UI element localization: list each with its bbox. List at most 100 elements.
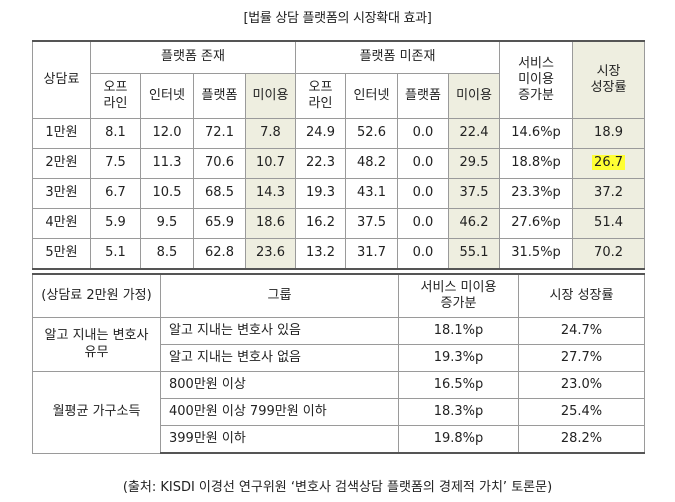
- table-cell: 62.8: [193, 238, 246, 270]
- table-cell: 5.1: [90, 238, 141, 270]
- header-nonuse-increase: 서비스 미이용 증가분: [398, 273, 519, 318]
- table-cell: 51.4: [572, 208, 646, 239]
- highlighted-cell: 26.7: [572, 148, 646, 179]
- category-household-income: 월평균 가구소득: [32, 371, 161, 454]
- table-row: 알고 지내는 변호사 유무 알고 지내는 변호사 있음 18.1%p 24.7%: [32, 317, 645, 372]
- table-cell: 0.0: [397, 178, 449, 209]
- subheader-cell: 인터넷: [140, 73, 194, 119]
- group-label: 알고 지내는 변호사 없음: [160, 344, 399, 372]
- subheader-cell: 오프 라인: [90, 73, 141, 119]
- table-cell: 3만원: [32, 178, 91, 209]
- table-cell: 10.5: [140, 178, 194, 209]
- table-cell: 68.5: [193, 178, 246, 209]
- table-cell: 24.7%: [518, 317, 645, 345]
- page-title: [법률 상담 플랫폼의 시장확대 효과]: [243, 11, 432, 26]
- table-cell: 27.7%: [518, 344, 645, 372]
- table-cell: 16.5%p: [398, 371, 519, 399]
- group-label: 399만원 이하: [160, 425, 399, 454]
- group-label: 알고 지내는 변호사 있음: [160, 317, 399, 345]
- table-cell: 18.8%p: [499, 148, 574, 179]
- table-cell: 4만원: [32, 208, 91, 239]
- table-cell: 23.0%: [518, 371, 645, 399]
- group-comparison-table: (상담료 2만원 가정) 그룹 서비스 미이용 증가분 시장 성장률 알고 지내…: [32, 273, 645, 454]
- table-cell: 28.2%: [518, 425, 645, 454]
- table-cell: 8.5: [140, 238, 194, 270]
- table-cell: 37.5: [345, 208, 398, 239]
- table-cell: 31.5%p: [499, 238, 574, 270]
- table-cell: 19.3%p: [398, 344, 519, 372]
- table-cell: 12.0: [140, 118, 194, 149]
- header-platform-exist: 플랫폼 존재: [90, 40, 296, 74]
- table-cell: 23.3%p: [499, 178, 574, 209]
- table-cell: 13.2: [295, 238, 346, 270]
- subheader-cell: 플랫폼: [193, 73, 246, 119]
- table-row: 3만원 6.7 10.5 68.5 14.3 19.3 43.1 0.0 37.…: [32, 178, 646, 209]
- subheader-cell: 미이용: [245, 73, 296, 119]
- table-cell: 55.1: [447, 238, 501, 270]
- table-cell: 24.9: [295, 118, 346, 149]
- group-label: 400만원 이상 799만원 이하: [160, 398, 399, 426]
- table-cell: 25.4%: [518, 398, 645, 426]
- table-row: 399만원 이하 19.8%p 28.2%: [33, 425, 645, 454]
- source-note: (출처: KISDI 이경선 연구위원 ‘변호사 검색상담 플랫폼의 경제적 가…: [122, 480, 553, 495]
- group-label: 800만원 이상: [160, 371, 399, 399]
- header-fee: 상담료: [32, 40, 91, 119]
- table-cell: 37.5: [447, 178, 501, 209]
- table-cell: 43.1: [345, 178, 398, 209]
- table-cell: 31.7: [345, 238, 398, 270]
- table-cell: 22.4: [447, 118, 501, 149]
- table-cell: 2만원: [32, 148, 91, 179]
- table-cell: 16.2: [295, 208, 346, 239]
- table-cell: 9.5: [140, 208, 194, 239]
- table-cell: 18.3%p: [398, 398, 519, 426]
- table-cell: 29.5: [447, 148, 501, 179]
- table-cell: 0.0: [397, 148, 449, 179]
- header-market-growth: 시장 성장률: [572, 40, 646, 119]
- table-cell: 19.3: [295, 178, 346, 209]
- table-cell: 72.1: [193, 118, 246, 149]
- subheader-cell: 미이용: [447, 73, 501, 119]
- header-platform-nonexist: 플랫폼 미존재: [294, 40, 501, 74]
- table-cell: 0.0: [397, 238, 449, 270]
- table-row: 2만원 7.5 11.3 70.6 10.7 22.3 48.2 0.0 29.…: [32, 148, 646, 179]
- table-cell: 14.3: [245, 178, 296, 209]
- table-cell: 5만원: [32, 238, 91, 270]
- table-cell: 18.9: [572, 118, 646, 149]
- table-cell: 52.6: [345, 118, 398, 149]
- table-cell: 23.6: [245, 238, 296, 270]
- table-cell: 70.6: [193, 148, 246, 179]
- header-market-growth: 시장 성장률: [518, 273, 645, 318]
- header-group: 그룹: [160, 273, 399, 318]
- table-cell: 18.1%p: [398, 317, 519, 345]
- subheader-cell: 인터넷: [345, 73, 398, 119]
- table-cell: 8.1: [90, 118, 141, 149]
- category-known-lawyer: 알고 지내는 변호사 유무: [32, 317, 161, 372]
- table-cell: 5.9: [90, 208, 141, 239]
- table-cell: 48.2: [345, 148, 398, 179]
- table-cell: 46.2: [447, 208, 501, 239]
- table-cell: 18.6: [245, 208, 296, 239]
- table-row: 알고 지내는 변호사 없음 19.3%p 27.7%: [33, 344, 645, 372]
- table-cell: 7.5: [90, 148, 141, 179]
- table-cell: 70.2: [572, 238, 646, 270]
- table-cell: 0.0: [397, 118, 449, 149]
- table-row: 4만원 5.9 9.5 65.9 18.6 16.2 37.5 0.0 46.2…: [32, 208, 646, 239]
- table-row: 5만원 5.1 8.5 62.8 23.6 13.2 31.7 0.0 55.1…: [32, 238, 646, 270]
- table-cell: 27.6%p: [499, 208, 574, 239]
- market-expansion-table: 상담료 플랫폼 존재 플랫폼 미존재 서비스 미이용 증가분 시장 성장률 오프…: [32, 40, 646, 270]
- header-condition: (상담료 2만원 가정): [32, 273, 161, 318]
- table-cell: 22.3: [295, 148, 346, 179]
- table-cell: 6.7: [90, 178, 141, 209]
- highlight-value: 26.7: [592, 155, 625, 171]
- subheader-cell: 플랫폼: [397, 73, 449, 119]
- table-cell: 1만원: [32, 118, 91, 149]
- table-row: 1만원 8.1 12.0 72.1 7.8 24.9 52.6 0.0 22.4…: [32, 118, 646, 149]
- header-nonuse-increase: 서비스 미이용 증가분: [499, 40, 574, 119]
- table-row: 월평균 가구소득 800만원 이상 16.5%p 23.0%: [32, 371, 645, 454]
- table-cell: 19.8%p: [398, 425, 519, 454]
- table-cell: 7.8: [245, 118, 296, 149]
- table-cell: 65.9: [193, 208, 246, 239]
- table-cell: 0.0: [397, 208, 449, 239]
- table-cell: 14.6%p: [499, 118, 574, 149]
- table-row: 400만원 이상 799만원 이하 18.3%p 25.4%: [33, 398, 645, 426]
